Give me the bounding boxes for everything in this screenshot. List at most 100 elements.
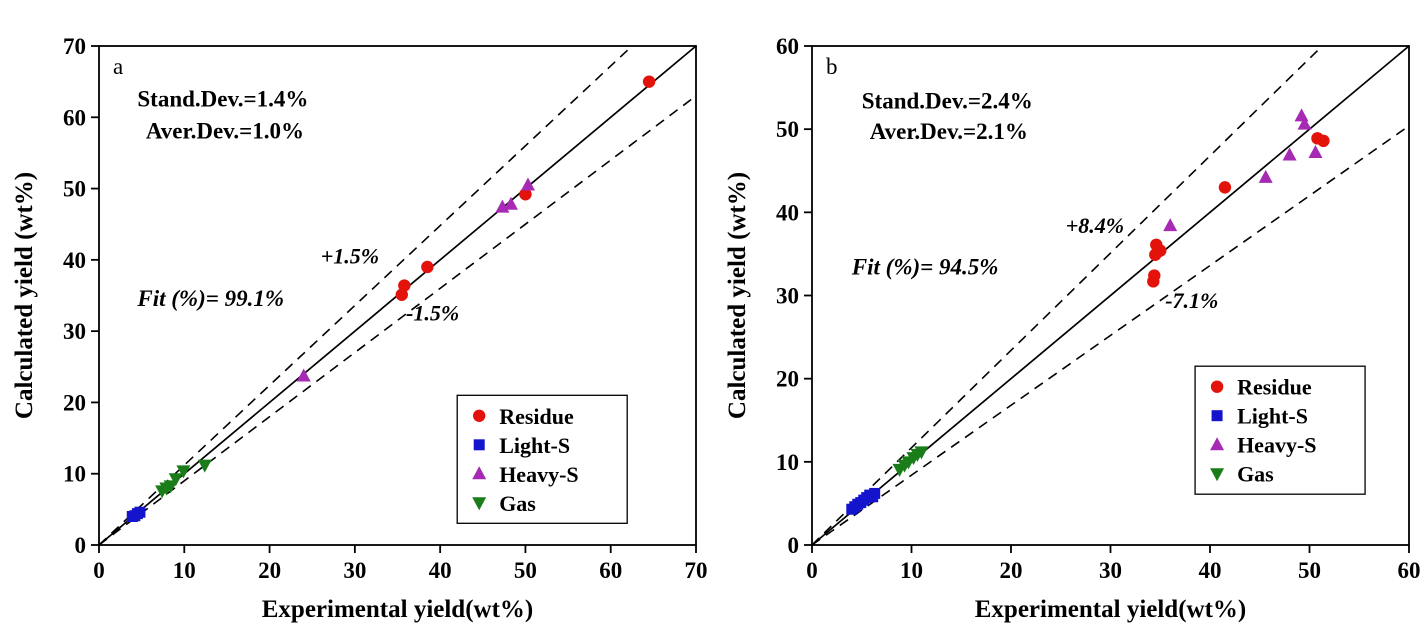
- y-axis-title: Calculated yield (wt%): [11, 172, 38, 419]
- x-tick-label: 60: [1397, 558, 1420, 583]
- square-icon: [1211, 410, 1223, 422]
- triangle-down-icon: [1209, 468, 1224, 482]
- legend-box: [456, 394, 628, 524]
- y-tick-label: 0: [74, 533, 86, 558]
- y-tick-label: 60: [63, 105, 86, 130]
- triangle-up-icon: [1209, 437, 1224, 451]
- legend-item-heavy-s: Heavy-S: [1209, 433, 1316, 458]
- y-tick-label: 20: [776, 367, 799, 392]
- plot-frame: [97, 45, 697, 546]
- data-point-light-s: [868, 487, 880, 499]
- y-tick-label: 60: [776, 34, 799, 59]
- data-point-residue: [1147, 269, 1160, 282]
- legend-label: Light-S: [1237, 404, 1308, 429]
- x-tick-label: 50: [1298, 558, 1321, 583]
- legend-item-residue: Residue: [1210, 375, 1311, 400]
- data-point-gas: [197, 459, 212, 473]
- data-point-gas: [175, 465, 190, 479]
- x-tick-label: 70: [684, 558, 707, 583]
- x-tick-label: 20: [258, 558, 281, 583]
- y-tick-label: 10: [776, 450, 799, 475]
- annotation-fit: Fit (%)= 99.1%: [136, 286, 284, 311]
- y-tick-label: 50: [63, 177, 86, 202]
- data-point-heavy-s: [1162, 218, 1177, 232]
- y-tick-label: 20: [63, 390, 86, 415]
- legend-item-gas: Gas: [471, 491, 536, 516]
- panel-label: a: [113, 54, 123, 79]
- legend-label: Heavy-S: [1237, 433, 1316, 458]
- lower-band-line: [811, 125, 1409, 546]
- y-tick-label: 70: [63, 34, 86, 59]
- x-axis-title: Experimental yield(wt%): [261, 596, 532, 623]
- data-point-heavy-s: [1297, 116, 1312, 130]
- data-point-residue: [397, 279, 411, 292]
- data-point-heavy-s: [296, 368, 311, 382]
- x-tick-label: 0: [806, 558, 818, 583]
- x-axis-title: Experimental yield(wt%): [974, 596, 1245, 623]
- legend-box: [1193, 365, 1366, 495]
- triangle-down-icon: [471, 497, 486, 511]
- y-tick-label: 30: [63, 319, 86, 344]
- data-point-gas: [913, 446, 928, 460]
- legend-item-heavy-s: Heavy-S: [471, 462, 578, 487]
- x-tick-label: 60: [599, 558, 622, 583]
- data-point-residue: [420, 260, 434, 274]
- x-tick-label: 10: [172, 558, 195, 583]
- x-tick-label: 30: [343, 558, 366, 583]
- data-point-heavy-s: [1258, 169, 1273, 183]
- data-point-gas: [163, 480, 178, 494]
- data-point-heavy-s: [1282, 147, 1297, 161]
- data-point-heavy-s: [1294, 108, 1309, 122]
- legend-label: Gas: [499, 491, 536, 516]
- y-axis-title: Calculated yield (wt%): [724, 172, 751, 419]
- x-tick-label: 30: [1099, 558, 1122, 583]
- chart-panel-b: 0 10 20 30 40 50 60 0 10 20 30 40 50 60 Experimental y…: [713, 0, 1426, 635]
- data-point-heavy-s: [1307, 144, 1322, 158]
- data-point-light-s: [133, 506, 145, 518]
- legend-item-gas: Gas: [1209, 462, 1274, 487]
- data-point-residue: [642, 75, 655, 88]
- data-point-gas: [168, 473, 183, 487]
- circle-icon: [472, 409, 485, 422]
- legend-item-residue: Residue: [472, 404, 574, 429]
- circle-icon: [1210, 380, 1223, 393]
- legend-label: Gas: [1237, 462, 1274, 487]
- data-point-residue: [1316, 134, 1330, 148]
- lower-band-line: [98, 95, 696, 546]
- x-tick-label: 0: [93, 558, 105, 583]
- x-tick-label: 40: [1198, 558, 1221, 583]
- annotation-stand-dev: Stand.Dev.=1.4%: [137, 87, 308, 112]
- annotation-aver-dev: Aver.Dev.=2.1%: [869, 119, 1027, 144]
- data-point-heavy-s: [520, 177, 535, 191]
- upper-band-label: +8.4%: [1065, 213, 1123, 238]
- x-tick-label: 10: [900, 558, 923, 583]
- data-point-heavy-s: [503, 196, 518, 210]
- legend-label: Residue: [1237, 375, 1312, 400]
- annotation-stand-dev: Stand.Dev.=2.4%: [861, 88, 1032, 113]
- x-tick-label: 40: [428, 558, 451, 583]
- y-tick-label: 40: [776, 200, 799, 225]
- legend-item-light-s: Light-S: [473, 433, 570, 458]
- upper-band-line: [97, 45, 633, 546]
- legend-label: Light-S: [499, 433, 570, 458]
- y-tick-label: 30: [776, 284, 799, 309]
- lower-band-label: -1.5%: [406, 300, 459, 325]
- panel-label: b: [826, 54, 838, 79]
- data-point-residue: [1218, 181, 1231, 194]
- x-tick-label: 50: [513, 558, 536, 583]
- lower-band-label: -7.1%: [1165, 288, 1218, 313]
- data-point-residue: [1153, 244, 1166, 257]
- data-point-residue: [518, 188, 532, 201]
- scatter-chart-b: 0 10 20 30 40 50 60 0 10 20 30 40 50 60 Experimental y…: [724, 34, 1421, 623]
- y-tick-label: 40: [63, 248, 86, 273]
- legend-label: Heavy-S: [499, 462, 578, 487]
- legend: Residue Light-S Heavy-S Gas: [456, 394, 628, 524]
- legend-label: Residue: [499, 404, 574, 429]
- upper-band-label: +1.5%: [320, 243, 378, 268]
- x-tick-label: 20: [999, 558, 1022, 583]
- triangle-up-icon: [471, 466, 486, 480]
- y-tick-label: 50: [776, 117, 799, 142]
- scatter-chart-a: 0 10 20 30 40 50 60 70 0 10 20 30 40 50 60 70 Experiment…: [11, 34, 708, 623]
- chart-panel-a: 0 10 20 30 40 50 60 70 0 10 20 30 40 50 60 70 Experiment…: [0, 0, 713, 635]
